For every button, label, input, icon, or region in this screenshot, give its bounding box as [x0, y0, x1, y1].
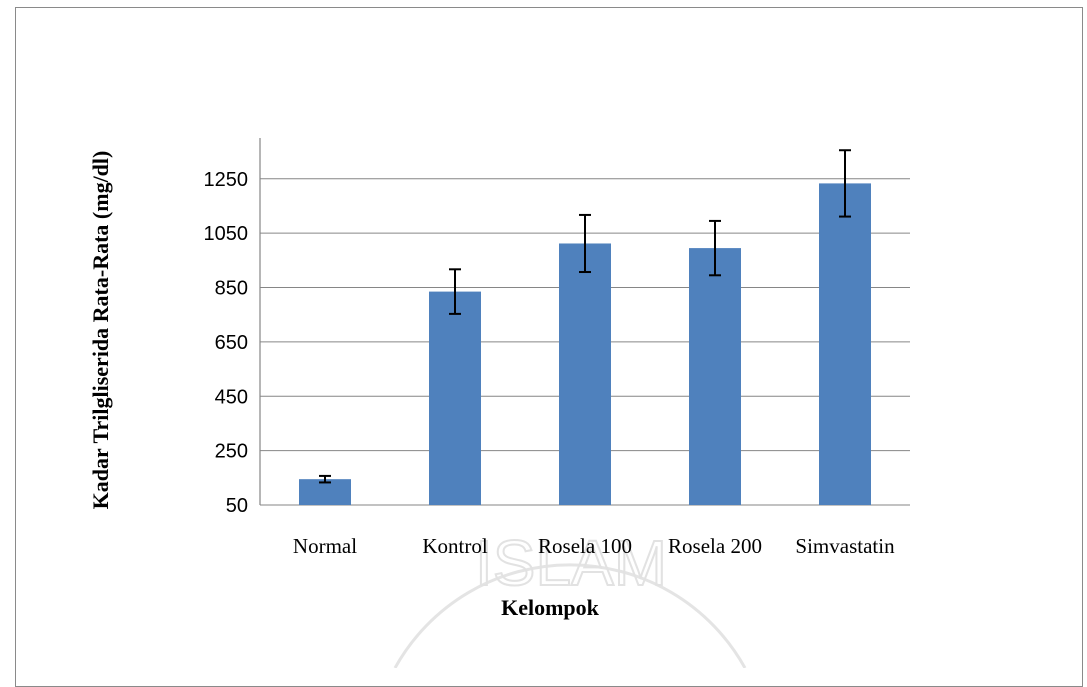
y-tick-label: 650 — [215, 332, 248, 354]
x-tick-labels: Normal Kontrol Rosela 100 Rosela 200 Simvast… — [293, 534, 895, 558]
bar-chart: ISLAM 50 250 450 650 850 1050 1250 Normal Kontr… — [88, 138, 910, 668]
y-tick-label: 450 — [215, 386, 248, 408]
y-tick-label: 850 — [215, 278, 248, 300]
y-tick-label: 50 — [226, 495, 248, 517]
bar-simvastatin — [819, 183, 871, 505]
error-bar — [319, 474, 331, 484]
chart-frame — [15, 7, 1083, 687]
x-tick-label: Rosela 200 — [668, 534, 762, 558]
bar-kontrol — [429, 291, 481, 505]
bar-rosela-200 — [689, 248, 741, 505]
x-tick-label: Simvastatin — [795, 534, 895, 558]
bar-rosela-100 — [559, 243, 611, 505]
x-tick-label: Rosela 100 — [538, 534, 632, 558]
error-bar — [839, 149, 851, 218]
x-tick-label: Normal — [293, 534, 357, 558]
error-bar — [449, 268, 461, 315]
y-tick-label: 250 — [215, 441, 248, 463]
bars — [299, 183, 871, 505]
error-bar — [709, 219, 721, 277]
error-bars — [319, 149, 851, 484]
error-bar — [579, 213, 591, 274]
y-axis-title: Kadar Trilgliserida Rata-Rata (mg/dl) — [88, 151, 113, 510]
y-tick-label: 1050 — [204, 223, 249, 245]
y-tick-label: 1250 — [204, 169, 249, 191]
watermark: ISLAM — [393, 526, 747, 668]
x-axis-title: Kelompok — [501, 595, 600, 620]
watermark-text: ISLAM — [475, 527, 667, 599]
bar-normal — [299, 479, 351, 505]
x-tick-label: Kontrol — [422, 534, 487, 558]
y-tick-labels: 50 250 450 650 850 1050 1250 — [204, 169, 249, 517]
